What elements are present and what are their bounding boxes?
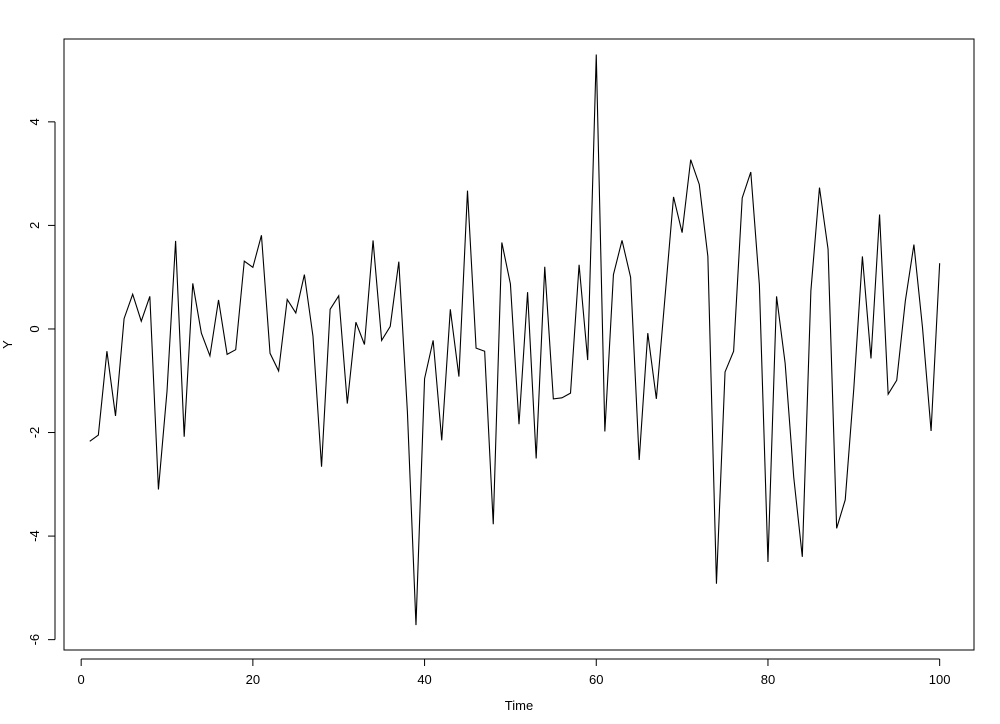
y-tick-label: 2 xyxy=(27,222,42,229)
series-line xyxy=(89,54,941,626)
x-tick-label: 80 xyxy=(761,672,775,687)
x-tick-label: 60 xyxy=(589,672,603,687)
x-axis-label: Time xyxy=(505,698,533,713)
y-tick-label: 0 xyxy=(27,325,42,332)
y-axis-label: Y xyxy=(0,340,15,349)
y-tick-label: -2 xyxy=(27,427,42,439)
x-tick-label: 20 xyxy=(246,672,260,687)
x-tick-label: 0 xyxy=(78,672,85,687)
y-axis: -6 -4 -2 0 2 4 xyxy=(27,118,56,646)
x-tick-label: 40 xyxy=(417,672,431,687)
y-tick-label: -6 xyxy=(27,634,42,646)
x-tick-label: 100 xyxy=(929,672,951,687)
y-tick-label: -4 xyxy=(27,530,42,542)
x-axis: 0 20 40 60 80 100 xyxy=(78,658,951,687)
plot-frame xyxy=(63,38,975,651)
y-tick-label: 4 xyxy=(27,118,42,125)
